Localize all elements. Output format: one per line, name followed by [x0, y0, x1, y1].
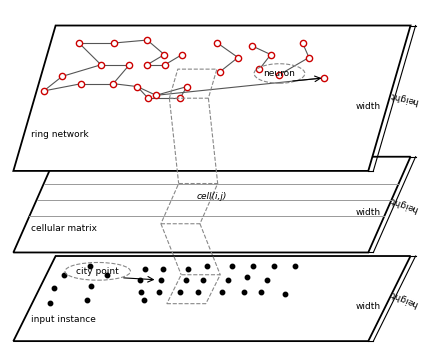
Text: ring network: ring network — [31, 130, 89, 139]
Text: width: width — [356, 102, 381, 111]
Polygon shape — [14, 26, 410, 171]
Text: height: height — [388, 289, 419, 308]
Text: neuron: neuron — [264, 69, 296, 78]
Text: input instance: input instance — [31, 315, 96, 324]
Text: height: height — [388, 195, 419, 214]
Polygon shape — [14, 256, 410, 341]
Text: city point: city point — [76, 267, 119, 276]
Text: width: width — [356, 208, 381, 217]
Text: cellular matrix: cellular matrix — [31, 224, 97, 233]
Text: cell(i,j): cell(i,j) — [197, 193, 227, 201]
Polygon shape — [14, 157, 410, 252]
Text: width: width — [356, 302, 381, 311]
Text: height: height — [388, 90, 419, 106]
